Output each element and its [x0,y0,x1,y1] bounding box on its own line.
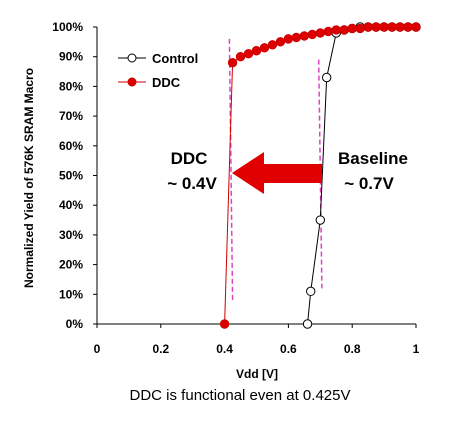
y-axis-title: Normalized Yield of 576K SRAM Macro [22,68,36,288]
ddc-point [387,22,397,32]
y-tick-label: 90% [59,50,83,64]
x-tick-label: 0.6 [280,342,297,356]
ddc-point [291,32,302,43]
ddc-point [395,22,405,32]
caption: DDC is functional even at 0.425V [130,387,351,404]
control-point [306,286,316,297]
ddc-point [259,43,270,53]
y-tick-label: 0% [66,317,84,331]
x-tick-label: 0.8 [344,342,361,356]
y-tick-label: 30% [59,228,83,242]
y-tick-label: 20% [59,258,83,272]
y-tick-label: 10% [59,287,83,301]
control-point [321,72,332,83]
threshold-line [228,38,234,301]
x-tick-label: 0.4 [216,342,233,356]
y-tick-label: 50% [59,169,83,183]
ddc-point [235,52,246,62]
x-axis-title: Vdd [V] [236,367,278,381]
annotation-baseline-value: ~ 0.7V [344,174,394,193]
y-tick-labels: 0% 10% 20% 30% 40% 50% 60% 70% 80% 90% 100% [52,20,83,331]
ddc-point [411,22,421,32]
ddc-point [323,26,333,37]
x-tick-label: 0.2 [152,342,169,356]
ddc-point [371,22,381,32]
ddc-point [315,28,325,38]
y-tick-label: 60% [59,139,83,153]
y-tick-label: 70% [59,109,83,123]
data-series [219,22,421,329]
series-ddc [219,22,421,329]
legend-ddc-label: DDC [152,75,181,90]
legend-ddc-marker [127,77,137,87]
legend: Control DDC [118,51,198,90]
annotation-baseline-label: Baseline [338,149,408,168]
x-tick-label: 0 [94,342,101,356]
ddc-point [331,25,341,35]
ddc-point [227,57,238,68]
ddc-point [299,31,310,41]
ddc-point [283,34,294,44]
ddc-point [355,23,365,34]
ddc-point [403,22,413,32]
annotation-ddc: DDC ~ 0.4V [167,149,217,193]
ddc-point [347,23,357,34]
control-point [315,215,325,225]
y-tick-label: 80% [59,79,83,93]
y-tick-label: 40% [59,198,83,212]
annotation-ddc-label: DDC [171,149,208,168]
ddc-point [363,22,373,32]
ddc-point [219,319,230,329]
ddc-point [275,37,286,47]
ddc-point [339,25,349,35]
x-tick-labels: 0 0.2 0.4 0.6 0.8 1 [94,342,420,356]
ddc-point [379,22,389,32]
annotation-baseline: Baseline ~ 0.7V [338,149,408,193]
shift-arrow [232,152,322,194]
ddc-point [307,29,318,40]
axes [93,26,417,328]
legend-control-marker [127,53,137,63]
ddc-point [251,46,262,56]
ddc-point [267,40,278,50]
annotation-ddc-value: ~ 0.4V [167,174,217,193]
y-tick-label: 100% [52,20,83,34]
ddc-point [243,49,254,59]
x-tick-label: 1 [413,342,420,356]
legend-control-label: Control [152,51,198,66]
control-point [302,319,313,329]
